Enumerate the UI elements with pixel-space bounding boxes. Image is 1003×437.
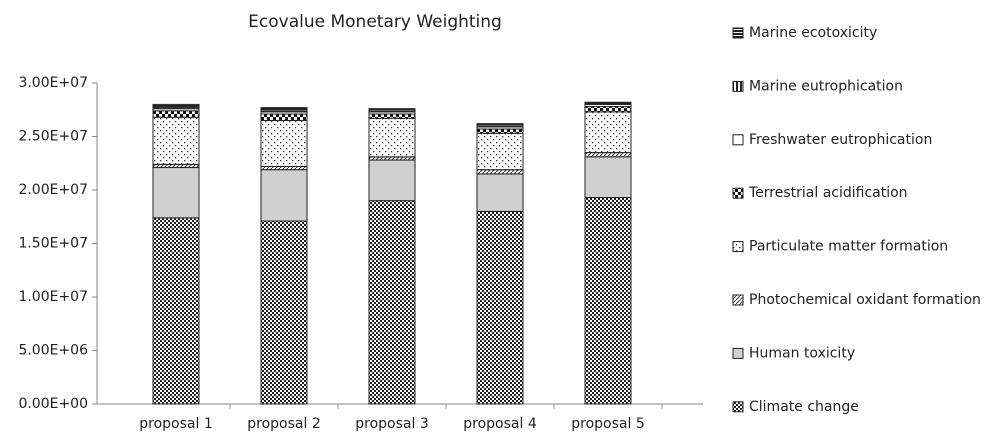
bar-segment	[368, 200, 416, 405]
legend-swatch	[732, 401, 744, 413]
bar-segment	[476, 210, 524, 405]
legend-label: Human toxicity	[749, 345, 855, 361]
bar-segment	[152, 217, 200, 405]
legend-label: Particulate matter formation	[749, 239, 948, 255]
bar-segment	[584, 101, 632, 104]
legend-swatch	[732, 80, 744, 92]
legend-label: Climate change	[749, 399, 859, 415]
bar-segment	[152, 116, 200, 165]
y-tick-label: 1.00E+07	[18, 289, 88, 305]
bar-segment	[368, 159, 416, 202]
bar-segment	[584, 196, 632, 405]
bar-segment	[476, 173, 524, 212]
legend-label: Photochemical oxidant formation	[749, 292, 981, 308]
legend-swatch	[732, 347, 744, 359]
bar-segment	[152, 110, 200, 118]
x-tick-label: proposal 2	[247, 416, 320, 432]
bar-segment	[476, 169, 524, 175]
bar-segment	[152, 103, 200, 109]
y-tick-label: 0.00E+00	[18, 396, 88, 412]
bar-segment	[584, 156, 632, 198]
legend-label: Marine eutrophication	[749, 78, 903, 94]
x-tick-label: proposal 4	[463, 416, 537, 432]
y-tick-label: 2.50E+07	[18, 129, 88, 145]
bar-segment	[584, 111, 632, 154]
bar-segment	[584, 106, 632, 113]
bar-segment	[260, 169, 308, 222]
bar-segment	[260, 107, 308, 112]
bar-segment	[368, 117, 416, 158]
legend-swatch	[732, 27, 744, 39]
y-tick-label: 3.00E+07	[18, 75, 88, 91]
x-tick-label: proposal 5	[571, 416, 644, 432]
y-tick-label: 1.50E+07	[18, 236, 88, 252]
bar-segment	[368, 108, 416, 112]
chart-title: Ecovalue Monetary Weighting	[248, 12, 502, 32]
bar-segment	[260, 220, 308, 405]
bar-segment	[152, 167, 200, 219]
legend-swatch	[732, 187, 744, 199]
y-tick-label: 2.00E+07	[18, 182, 88, 198]
legend-swatch	[732, 294, 744, 306]
x-tick-label: proposal 1	[139, 416, 212, 432]
bar-segment	[368, 113, 416, 119]
y-tick-label: 5.00E+06	[18, 343, 88, 359]
legend-swatch	[732, 241, 744, 253]
legend-label: Marine ecotoxicity	[749, 25, 877, 41]
legend-label: Freshwater eutrophication	[749, 132, 932, 148]
bar-segment	[260, 113, 308, 121]
bar-segment	[476, 132, 524, 171]
legend-swatch	[732, 134, 744, 146]
bar-segment	[476, 123, 524, 127]
bar-segment	[476, 128, 524, 134]
x-tick-label: proposal 3	[355, 416, 428, 432]
bar-segment	[584, 152, 632, 158]
legend-label: Terrestrial acidification	[748, 185, 908, 201]
bar-segment	[260, 119, 308, 167]
